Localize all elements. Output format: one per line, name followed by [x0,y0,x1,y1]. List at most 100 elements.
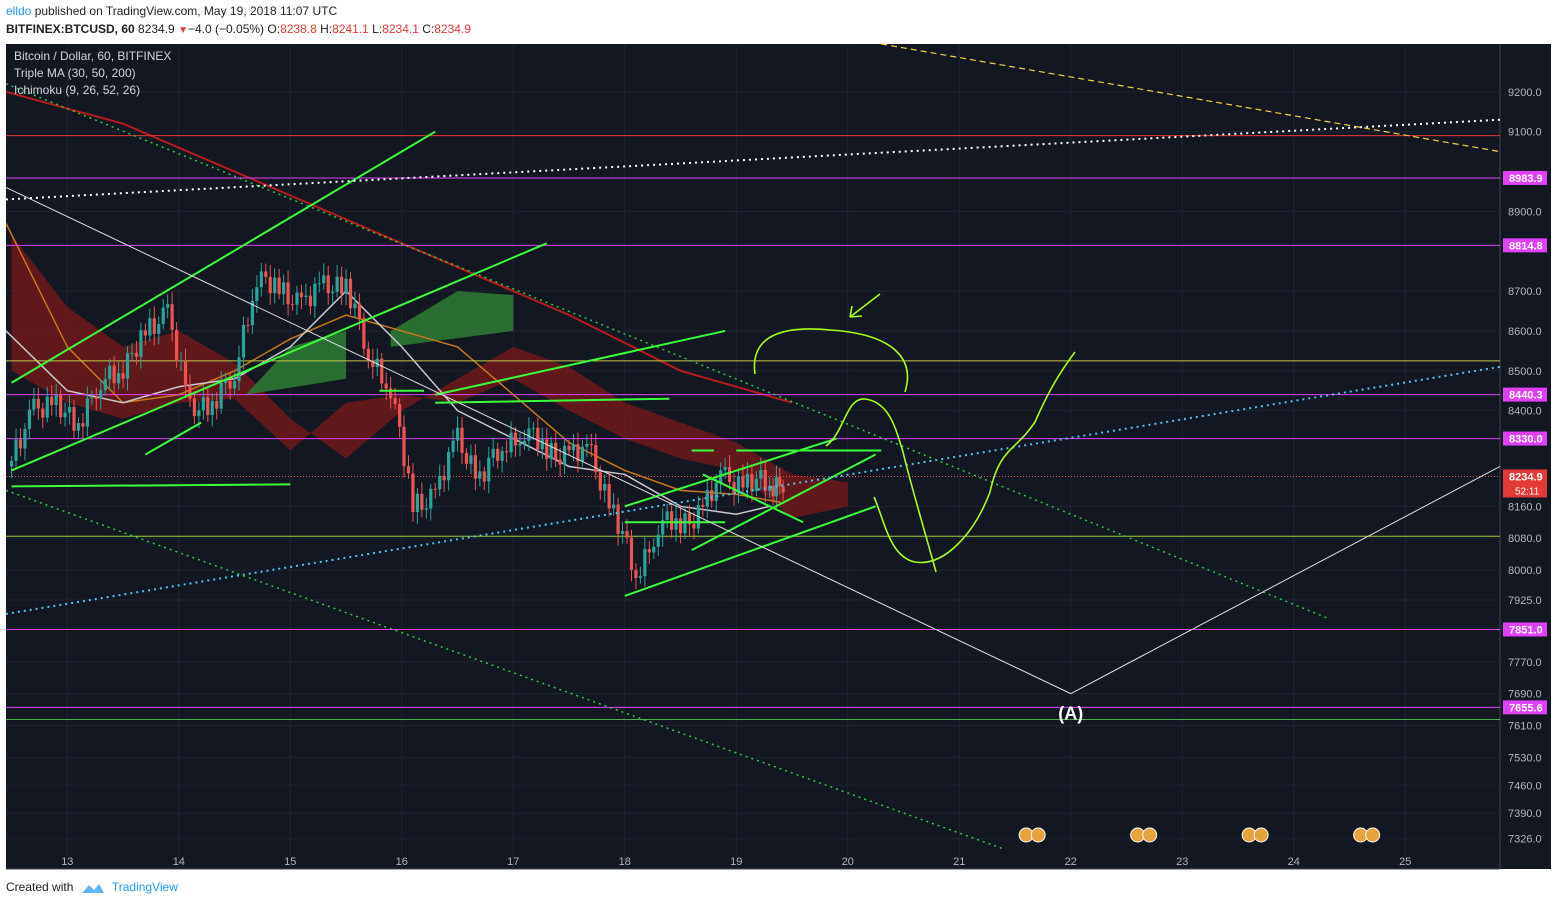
candle-body [496,448,500,461]
price-axis-label: 8500.0 [1508,366,1542,378]
candle-body [736,476,741,494]
candle-body [41,408,45,418]
candle-body [487,457,491,482]
candle-body [286,282,290,305]
publish-date: published on TradingView.com, May 19, 20… [34,4,338,18]
price-axis-label: 8600.0 [1508,326,1542,338]
candle-body [50,396,54,405]
trend-line [624,505,876,597]
candle-body [273,277,277,294]
candle-body [750,474,754,492]
dotted-trend-green [5,489,1005,850]
candle-body [237,357,241,382]
trend-line [435,329,726,396]
candle-body [589,443,593,446]
tradingview-link[interactable]: TradingView [111,880,178,894]
wave-label: (A) [1058,704,1083,724]
hand-drawn-curve [873,351,1076,564]
candle-body [531,427,535,429]
candle-body [527,428,531,441]
candle-body [130,352,134,354]
time-axis-label: 24 [1288,856,1300,868]
candle-body [304,295,308,298]
price-axis-label: 8000.0 [1508,565,1542,577]
candle-body [94,397,98,399]
candle-body [201,397,205,411]
price-chart[interactable]: (A) 9200.0 9100.0 8900.0 8700.0 8600.0 8500.0 8… [0,42,1553,877]
candle-body [308,295,312,307]
time-axis-label: 25 [1399,856,1411,868]
candle-body [139,330,143,357]
candle-body [438,475,442,490]
projection-line [1070,466,1501,695]
candle-body [326,275,330,294]
candle-body [754,478,758,492]
candle-body [282,282,286,295]
candle-body [375,358,379,368]
price-axis-label: 8160.0 [1508,501,1542,513]
candle-body [264,271,268,277]
tradingview-logo-icon [81,883,104,893]
ichimoku-cloud-green [390,291,514,347]
candle-body [522,440,527,444]
candle-body [701,504,705,507]
candle-body [540,439,544,450]
candle-body [406,466,411,474]
author-link[interactable]: elldo [6,4,32,18]
ohlc-bar: BITFINEX:BTCUSD, 60 8234.9 ▼−4.0 (−0.05%… [6,22,471,36]
candle-body [402,426,406,467]
high-label: H: [320,22,333,36]
event-flag-icon[interactable] [1030,827,1046,843]
candle-body [518,443,522,446]
candle-body [665,511,669,520]
event-flag-icon[interactable] [1253,827,1269,843]
candle-body [727,467,732,482]
candle-body [580,446,585,462]
candle-body [616,504,620,534]
ma-30-line [5,290,770,516]
event-flag-icon[interactable] [1142,827,1158,843]
price-axis-label: 8400.0 [1508,406,1542,418]
candle-body [598,472,602,491]
time-axis-label: 13 [61,856,73,868]
candle-body [607,484,611,509]
event-flag-icon[interactable] [1365,827,1381,843]
candle-body [99,390,103,399]
candle-body [763,469,767,491]
candle-body [224,380,228,384]
candle-body [513,432,518,446]
candle-body [411,473,415,513]
candle-body [23,429,27,449]
candle-body [344,278,348,294]
price-axis-label: 7530.0 [1508,752,1542,764]
candle-body [661,519,665,535]
legend-entry: Ichimoku (9, 26, 52, 26) [14,83,140,97]
price-axis-label: 7770.0 [1508,657,1542,669]
price-axis-label: 7390.0 [1508,808,1542,820]
candle-body [714,482,718,502]
trend-line [691,453,877,552]
candle-body [447,451,451,481]
candle-body [741,476,745,488]
price-level-label: 7851.0 [1509,624,1543,636]
time-axis-label: 23 [1176,856,1188,868]
trend-line [702,473,804,524]
dashed-trend-yellow [881,43,1501,153]
candle-body [366,348,370,361]
candle-body [134,352,139,357]
candle-body [335,276,339,292]
candle-body [348,278,353,309]
price-axis-label: 7326.0 [1508,834,1542,846]
candle-body [442,475,446,481]
candle-body [464,452,469,464]
candle-body [558,459,562,465]
candle-body [197,410,201,417]
candle-body [674,518,678,530]
open-label: O: [267,22,281,36]
time-axis-label: 18 [619,856,631,868]
candle-body [157,323,161,334]
candle-body [219,383,223,409]
candle-body [331,291,335,294]
hand-drawn-arc [753,328,909,393]
price-axis-label: 9200.0 [1508,87,1542,99]
